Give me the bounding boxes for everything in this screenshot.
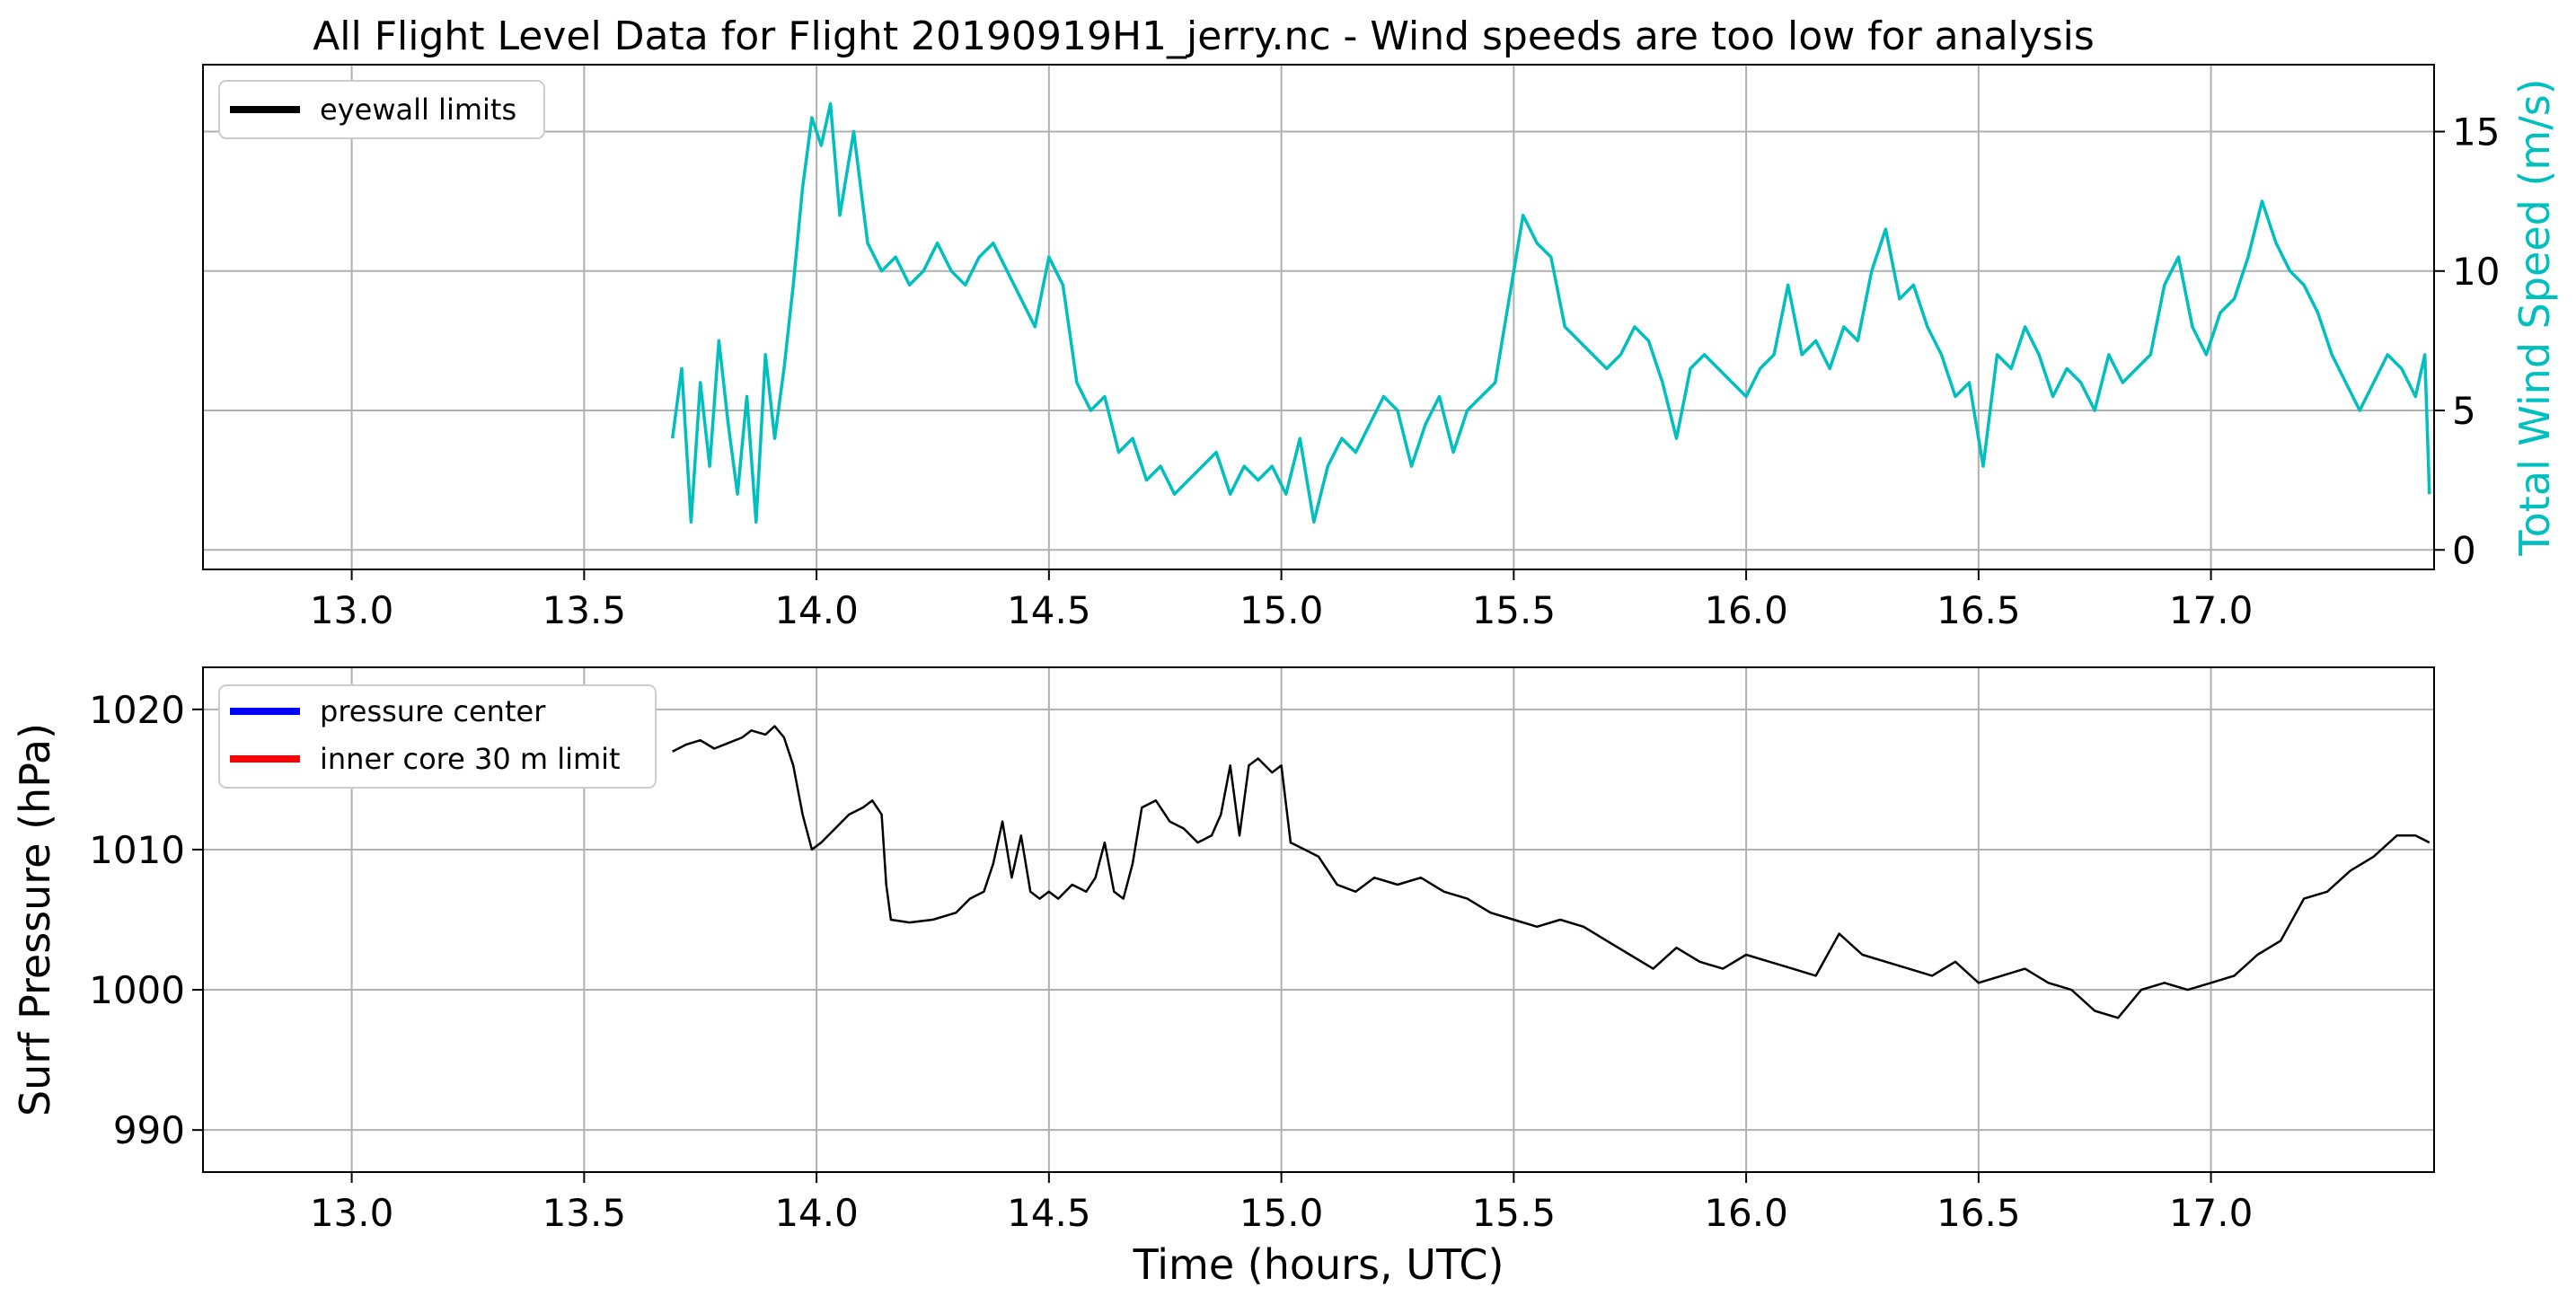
time-axis-label: Time (hours, UTC) bbox=[1133, 1240, 1504, 1289]
x-tick-label: 13.5 bbox=[543, 588, 627, 632]
x-tick-label: 15.0 bbox=[1239, 588, 1324, 632]
x-tick-label: 13.5 bbox=[543, 1191, 627, 1235]
y-tick-label: 1020 bbox=[89, 688, 185, 732]
legend-entry-inner-core-30m-limit: inner core 30 m limit bbox=[320, 742, 621, 776]
legend-box bbox=[218, 80, 545, 139]
x-tick-label: 17.0 bbox=[2169, 1191, 2254, 1235]
x-tick-label: 13.0 bbox=[310, 588, 394, 632]
top-legend: eyewall limits bbox=[218, 80, 545, 139]
bottom-tick-labels: 13.0 13.5 14.0 14.5 15.0 15.5 16.0 16.5 17.0 990 1… bbox=[89, 688, 2253, 1235]
wind-speed-series bbox=[670, 101, 2431, 524]
bottom-axes-frame bbox=[202, 666, 2435, 1173]
y-tick-label: 5 bbox=[2452, 389, 2476, 433]
surface-pressure-line bbox=[672, 725, 2430, 1019]
bottom-legend: pressure center inner core 30 m limit bbox=[218, 684, 657, 789]
top-grid bbox=[203, 65, 2434, 569]
pressure-series bbox=[672, 725, 2430, 1019]
wind-speed-line bbox=[670, 101, 2431, 524]
x-tick-label: 16.0 bbox=[1704, 1191, 1788, 1235]
pressure-axis-label: Surf Pressure (hPa) bbox=[11, 723, 59, 1116]
legend-box bbox=[218, 684, 657, 789]
x-tick-label: 14.5 bbox=[1007, 1191, 1091, 1235]
y-tick-label: 15 bbox=[2452, 110, 2500, 154]
x-tick-label: 15.5 bbox=[1472, 1191, 1557, 1235]
wind-speed-axis-label: Total Wind Speed (m/s) bbox=[2510, 78, 2559, 556]
y-tick-label: 0 bbox=[2452, 528, 2476, 572]
x-tick-label: 14.5 bbox=[1007, 588, 1091, 632]
x-tick-label: 16.5 bbox=[1936, 1191, 2021, 1235]
x-tick-label: 16.5 bbox=[1936, 588, 2021, 632]
y-tick-label: 10 bbox=[2452, 250, 2500, 294]
legend-entry-eyewall-limits: eyewall limits bbox=[320, 93, 516, 127]
top-axes-frame bbox=[202, 64, 2435, 570]
x-tick-label: 15.5 bbox=[1472, 588, 1557, 632]
legend-entry-pressure-center: pressure center bbox=[320, 694, 546, 728]
x-tick-label: 17.0 bbox=[2169, 588, 2254, 632]
x-tick-label: 14.0 bbox=[774, 588, 859, 632]
chart-title: All Flight Level Data for Flight 2019091… bbox=[313, 13, 2095, 59]
top-tick-labels: 13.0 13.5 14.0 14.5 15.0 15.5 16.0 16.5 17.0 0 5 10… bbox=[310, 110, 2501, 632]
x-tick-label: 14.0 bbox=[774, 1191, 859, 1235]
x-tick-label: 13.0 bbox=[310, 1191, 394, 1235]
x-tick-label: 16.0 bbox=[1704, 588, 1788, 632]
y-tick-label: 1010 bbox=[89, 828, 185, 872]
x-tick-label: 15.0 bbox=[1239, 1191, 1324, 1235]
y-tick-label: 1000 bbox=[89, 968, 185, 1012]
y-tick-label: 990 bbox=[113, 1108, 185, 1152]
